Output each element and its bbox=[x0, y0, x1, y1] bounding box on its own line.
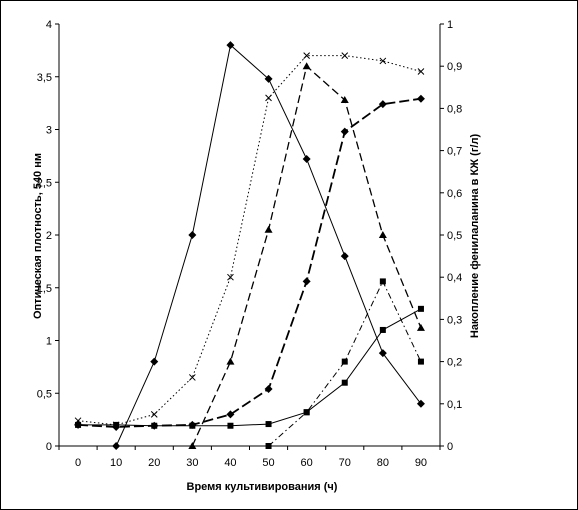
data-point bbox=[417, 358, 424, 365]
series-2 bbox=[74, 52, 425, 429]
data-point bbox=[265, 421, 272, 428]
data-point bbox=[378, 231, 387, 238]
y-tick-label: 1,5 bbox=[37, 283, 52, 295]
series-1 bbox=[112, 41, 425, 450]
x-tick-label: 50 bbox=[262, 457, 274, 469]
series-6 bbox=[75, 305, 424, 429]
data-point bbox=[226, 357, 235, 365]
y2-tick-label: 0,6 bbox=[447, 188, 462, 200]
data-point bbox=[188, 442, 197, 449]
series-line bbox=[77, 97, 422, 428]
y-tick-label: 4 bbox=[46, 19, 52, 31]
data-point bbox=[341, 358, 348, 365]
data-point bbox=[265, 443, 272, 449]
series-5 bbox=[74, 94, 425, 432]
data-point bbox=[226, 410, 235, 419]
data-point bbox=[188, 231, 197, 239]
data-point bbox=[302, 62, 311, 70]
y-tick-label: 3 bbox=[46, 125, 52, 137]
data-point bbox=[340, 252, 349, 261]
x-tick-label: 70 bbox=[339, 457, 351, 469]
data-point bbox=[151, 422, 158, 429]
data-point bbox=[340, 95, 349, 103]
x-tick-label: 60 bbox=[301, 457, 313, 469]
y-tick-label: 0 bbox=[46, 441, 52, 453]
y2-tick-label: 0,2 bbox=[447, 357, 462, 369]
data-point bbox=[150, 410, 158, 418]
data-point bbox=[303, 409, 310, 416]
y2-tick-label: 0,1 bbox=[447, 399, 462, 411]
series-3 bbox=[188, 62, 425, 449]
series-line bbox=[268, 280, 422, 447]
y-tick-label: 3,5 bbox=[37, 72, 52, 84]
y-axis-title: Оптическая плотность, 540 нм bbox=[32, 153, 44, 319]
y-tick-label: 2 bbox=[46, 230, 52, 242]
data-point bbox=[341, 379, 348, 386]
data-point bbox=[227, 273, 234, 281]
x-tick-label: 20 bbox=[148, 457, 160, 469]
data-point bbox=[150, 357, 159, 366]
y2-tick-label: 0,8 bbox=[447, 103, 462, 115]
x-tick-label: 80 bbox=[377, 457, 389, 469]
y2-tick-label: 0,5 bbox=[447, 230, 462, 242]
data-point bbox=[303, 52, 311, 60]
y-tick-label: 0,5 bbox=[37, 388, 52, 400]
data-point bbox=[416, 399, 425, 408]
y2-tick-label: 0,7 bbox=[447, 146, 462, 158]
data-point bbox=[226, 41, 235, 50]
data-point bbox=[340, 127, 349, 136]
data-point bbox=[416, 323, 425, 331]
x-tick-label: 40 bbox=[224, 457, 236, 469]
data-point bbox=[189, 422, 196, 429]
data-point bbox=[378, 100, 387, 109]
x-tick-label: 0 bbox=[75, 457, 81, 469]
data-point bbox=[379, 326, 386, 333]
data-point bbox=[264, 225, 273, 233]
x-axis-title: Время культивирования (ч) bbox=[187, 481, 338, 493]
data-point bbox=[417, 305, 424, 312]
x-tick-label: 90 bbox=[415, 457, 427, 469]
y2-tick-label: 0,3 bbox=[447, 314, 462, 326]
data-point bbox=[302, 155, 311, 164]
data-point bbox=[416, 94, 425, 103]
y2-tick-label: 0 bbox=[447, 441, 453, 453]
data-point bbox=[264, 74, 273, 83]
data-point bbox=[265, 94, 272, 102]
x-tick-label: 10 bbox=[110, 457, 122, 469]
data-point bbox=[75, 421, 82, 428]
data-point bbox=[379, 278, 386, 285]
data-point bbox=[188, 374, 196, 381]
y-tick-label: 2,5 bbox=[37, 177, 52, 189]
y2-tick-label: 0,9 bbox=[447, 61, 462, 73]
data-point bbox=[113, 421, 120, 428]
series-line bbox=[78, 308, 422, 427]
x-tick-label: 30 bbox=[186, 457, 198, 469]
series-line bbox=[191, 64, 422, 447]
series-4 bbox=[265, 278, 424, 449]
data-point bbox=[379, 57, 387, 65]
data-point bbox=[302, 277, 311, 286]
y2-tick-label: 1 bbox=[447, 19, 453, 31]
series-line bbox=[77, 55, 422, 426]
series-layer bbox=[74, 41, 425, 450]
ticks: 00,511,522,533,5400,10,20,30,40,50,60,70… bbox=[37, 19, 463, 469]
data-point bbox=[112, 442, 121, 450]
data-point bbox=[264, 385, 273, 394]
y-tick-label: 1 bbox=[46, 336, 52, 348]
y2-tick-label: 0,4 bbox=[447, 272, 462, 284]
data-point bbox=[417, 68, 425, 75]
data-point bbox=[341, 52, 349, 60]
data-point bbox=[378, 349, 387, 358]
data-point bbox=[227, 422, 234, 429]
y2-axis-title: Накопление фенилаланина в КЖ (г/л) bbox=[469, 134, 481, 339]
